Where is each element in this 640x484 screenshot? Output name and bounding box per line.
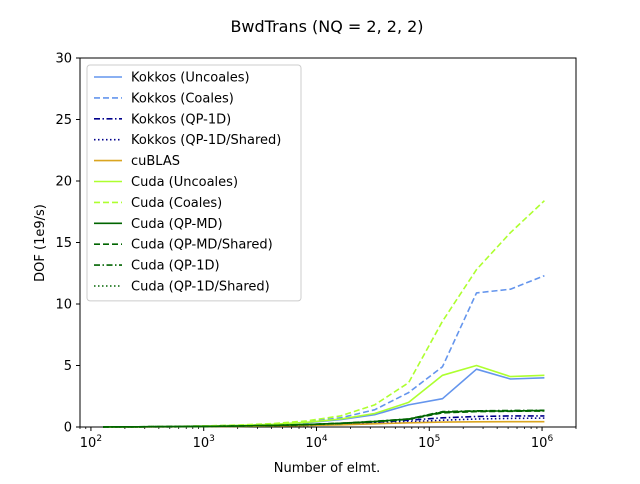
x-axis-label: Number of elmt.: [274, 461, 381, 476]
x-tick-label: 103: [193, 434, 215, 451]
x-tick-label: 102: [80, 434, 102, 451]
legend-label: Cuda (QP-1D): [131, 259, 220, 274]
y-axis-label: DOF (1e9/s): [33, 204, 48, 282]
legend-label: cuBLAS: [131, 154, 180, 169]
legend-label: Cuda (Coales): [131, 196, 222, 211]
x-tick-label: 104: [305, 434, 328, 451]
y-tick-label: 10: [55, 298, 72, 313]
y-tick-label: 15: [55, 236, 72, 251]
series-line: [102, 410, 545, 428]
y-tick-label: 25: [55, 113, 72, 128]
chart-title: BwdTrans (NQ = 2, 2, 2): [230, 17, 423, 36]
y-tick-label: 20: [55, 175, 72, 190]
legend-label: Cuda (Uncoales): [131, 175, 238, 190]
legend-label: Kokkos (Uncoales): [131, 71, 250, 86]
legend-box: [86, 64, 302, 302]
plot-area: 0 5 10 15 20 25 30 102 103 104 105 106: [55, 52, 577, 451]
legend-label: Kokkos (Coales): [131, 91, 234, 106]
y-tick-label: 0: [64, 421, 72, 436]
legend-label: Cuda (QP-MD): [131, 217, 223, 232]
legend: Kokkos (Uncoales) Kokkos (Coales) Kokkos (…: [86, 64, 302, 302]
y-tick-label: 30: [55, 52, 72, 67]
legend-label: Cuda (QP-1D/Shared): [131, 280, 270, 295]
legend-label: Cuda (QP-MD/Shared): [131, 238, 273, 253]
y-tick-label: 5: [64, 359, 72, 374]
x-tick-label: 105: [418, 434, 440, 451]
series-line: [103, 415, 545, 428]
x-tick-label: 106: [531, 434, 554, 451]
legend-label: Kokkos (QP-1D/Shared): [131, 133, 281, 148]
legend-label: Kokkos (QP-1D): [131, 112, 231, 127]
